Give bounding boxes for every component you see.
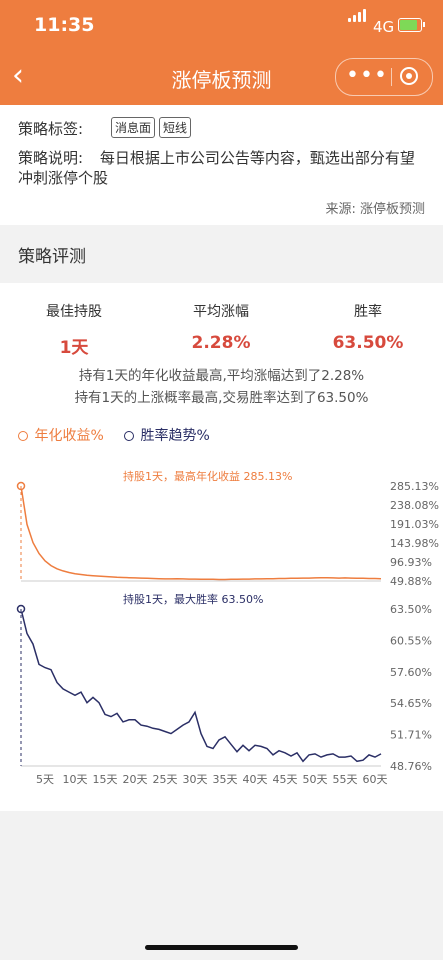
stat-value: 1天 [59,338,89,358]
winrate-series-line [20,608,382,763]
tag-news: 消息面 [111,117,156,138]
x-tick-label: 50天 [303,773,328,786]
legend-winrate[interactable]: 胜率趋势% [124,425,210,445]
x-tick-label: 20天 [123,773,148,786]
back-icon[interactable]: ‹ [12,58,24,93]
stat-value: 63.50% [332,333,404,353]
annual-y-tick-label: 285.13% [390,480,439,493]
legend-annual[interactable]: 年化收益% [18,425,104,445]
x-tick-label: 10天 [63,773,88,786]
section-title: 策略评测 [18,247,86,267]
tags-label: 策略标签: [18,120,84,138]
x-tick-label: 30天 [183,773,208,786]
nav-bar: ‹ 涨停板预测 ••• [0,50,443,105]
summary-line-2: 持有1天的上涨概率最高,交易胜率达到了63.50% [74,390,369,406]
annual-series-line [20,485,382,581]
desc-text: 每日根据上市公司公告等内容，甄选出部分有望冲刺涨停个股 [18,149,415,187]
network-type: 4G [373,18,395,36]
section-header: 策略评测 [0,232,443,276]
tag-short-term: 短线 [159,117,192,138]
x-tick-label: 45天 [273,773,298,786]
winrate-y-tick-label: 54.65% [390,697,432,710]
annual-y-tick-label: 143.98% [390,537,439,550]
x-tick-label: 15天 [93,773,118,786]
home-indicator [145,945,298,950]
page-title: 涨停板预测 [171,68,272,92]
legend-annual-marker [18,431,28,441]
page-bottom-space [0,811,443,960]
x-tick-label: 35天 [213,773,238,786]
close-mini-program-icon[interactable] [400,67,418,85]
battery-icon [398,18,425,32]
stat-avg-rise: 平均涨幅 2.28% [147,301,295,353]
x-tick-label: 5天 [36,773,54,786]
annual-y-tick-label: 191.03% [390,518,439,531]
summary-line-1: 持有1天的年化收益最高,平均涨幅达到了2.28% [78,368,365,384]
dual-line-chart: 285.13% 238.08% 191.03% 143.98% 96.93% 49.88%… [16,469,439,786]
stat-best-hold: 最佳持股 1天 [0,301,148,358]
x-tick-label: 55天 [333,773,358,786]
strategy-description: 策略说明: 每日根据上市公司公告等内容，甄选出部分有望冲刺涨停个股 [18,148,426,188]
winrate-y-tick-label: 63.50% [390,603,432,616]
legend-annual-label: 年化收益% [34,428,104,444]
strategy-info: 策略标签: 消息面 短线 策略说明: 每日根据上市公司公告等内容，甄选出部分有望… [0,105,443,225]
annual-y-tick-label: 49.88% [390,575,432,588]
legend-winrate-label: 胜率趋势% [140,428,210,444]
status-time: 11:35 [34,14,95,36]
annual-annotation: 持股1天，最高年化收益 285.13% [123,469,292,483]
x-tick-label: 25天 [153,773,178,786]
stat-label: 平均涨幅 [193,304,249,320]
annual-y-tick-label: 96.93% [390,556,432,569]
source-text: 来源: 涨停板预测 [325,202,425,217]
winrate-y-tick-label: 51.71% [390,729,432,742]
evaluation-card: 最佳持股 1天 平均涨幅 2.28% 胜率 63.50% 持有1天的年化收益最高… [0,283,443,811]
stat-label: 胜率 [354,304,382,320]
winrate-y-tick-label: 60.55% [390,634,432,647]
stat-label: 最佳持股 [46,304,102,320]
stat-value: 2.28% [191,333,251,353]
x-tick-label: 40天 [243,773,268,786]
capsule-divider [391,68,392,86]
x-tick-label: 60天 [363,773,388,786]
annual-y-tick-label: 238.08% [390,499,439,512]
desc-label: 策略说明: [18,149,84,167]
winrate-y-tick-label: 48.76% [390,760,432,773]
more-icon[interactable]: ••• [346,63,388,88]
stat-win-rate: 胜率 63.50% [294,301,442,353]
winrate-y-tick-label: 57.60% [390,666,432,679]
status-bar: 11:35 4G [0,0,443,50]
mini-program-capsule: ••• [335,58,433,96]
winrate-annotation: 持股1天，最大胜率 63.50% [123,592,263,606]
legend-winrate-marker [124,431,134,441]
